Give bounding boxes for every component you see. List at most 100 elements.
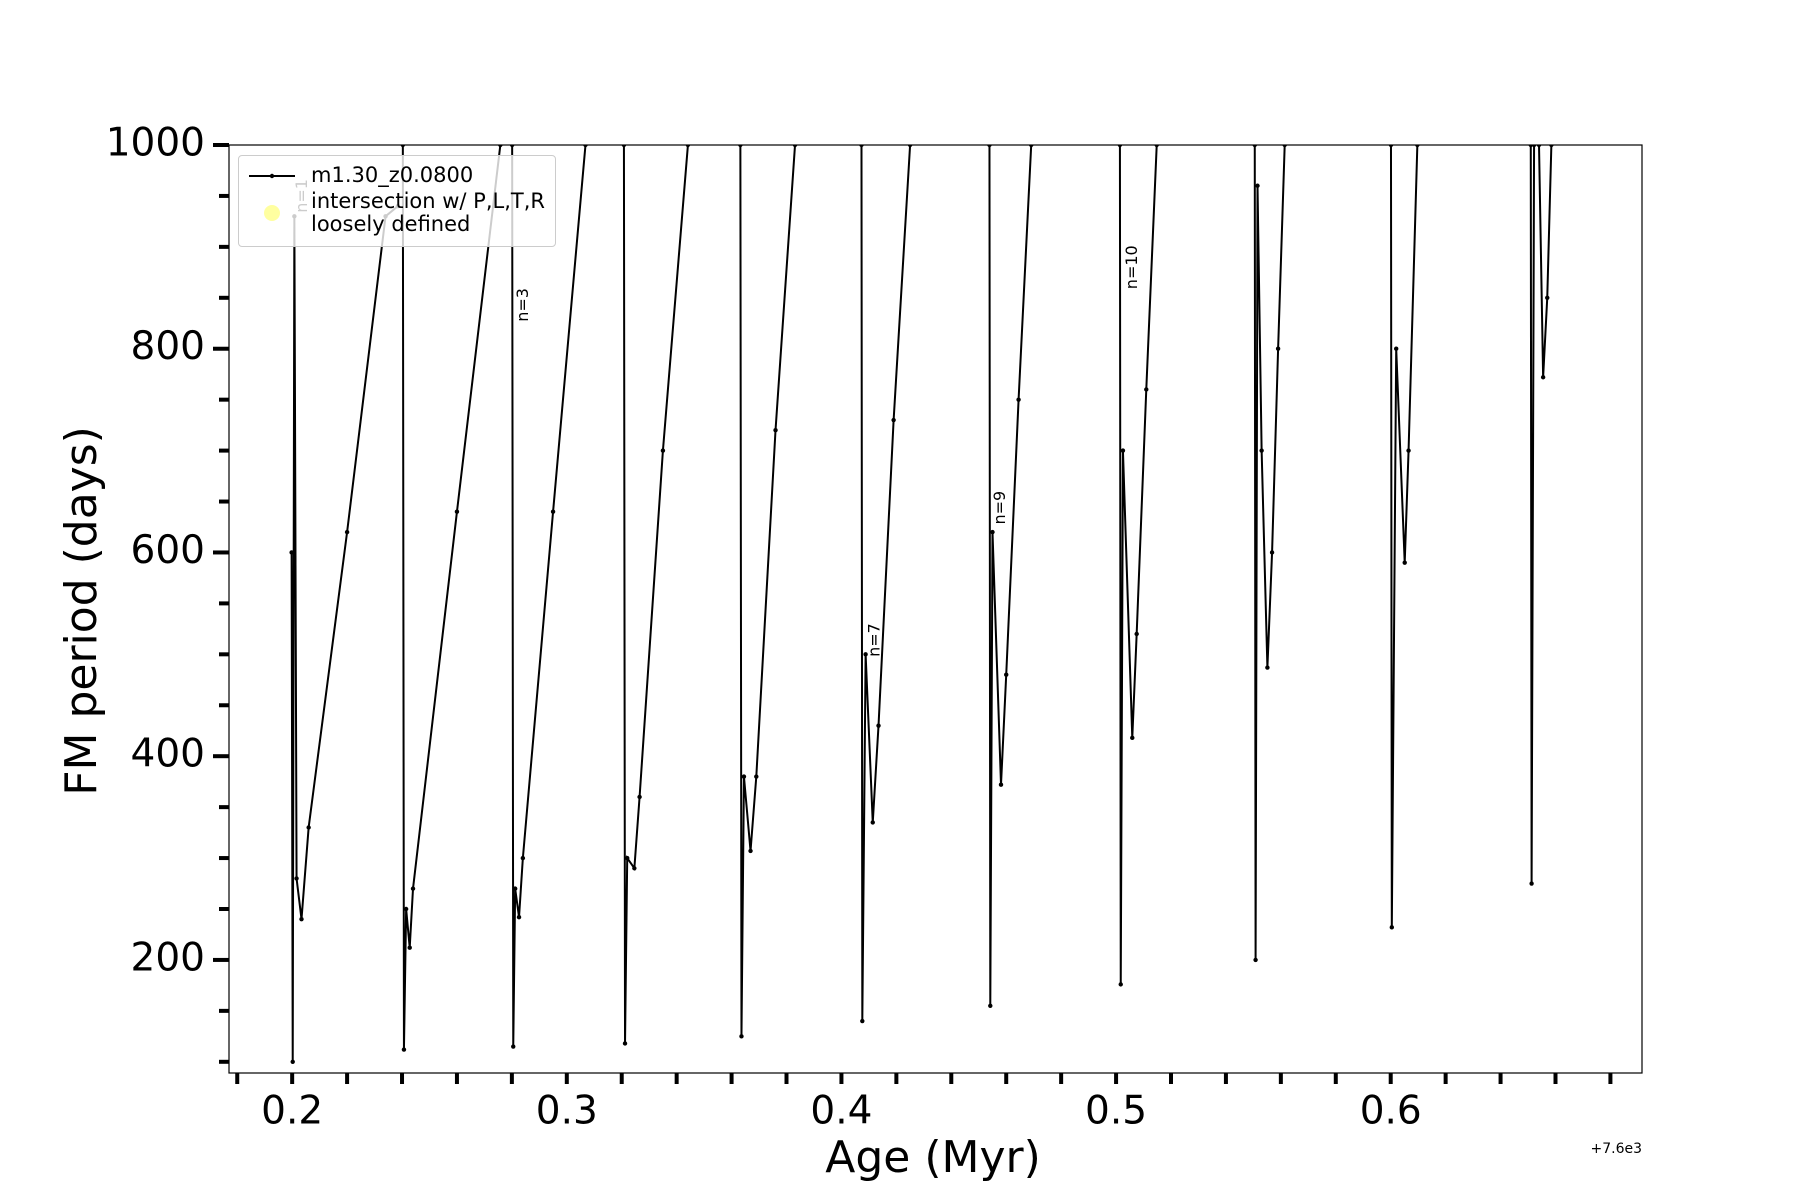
data-point xyxy=(1275,346,1281,351)
data-point xyxy=(1531,145,1537,148)
data-point xyxy=(512,886,518,891)
y-tick-label: 600 xyxy=(131,528,205,573)
legend-label: m1.30_z0.0800 xyxy=(311,163,474,188)
y-tick-label: 800 xyxy=(131,324,205,369)
data-point xyxy=(987,145,992,148)
y-tick-label: 1000 xyxy=(106,121,205,166)
data-point xyxy=(511,1044,516,1049)
data-point xyxy=(1536,145,1542,148)
data-point xyxy=(1255,183,1260,188)
data-point xyxy=(1118,982,1123,987)
data-point xyxy=(1252,145,1257,148)
data-point xyxy=(401,1047,407,1052)
data-point xyxy=(550,509,556,514)
data-point xyxy=(1259,448,1264,453)
legend-entry: m1.30_z0.0800 xyxy=(247,164,545,188)
x-tick-label: 0.6 xyxy=(1360,1089,1422,1134)
data-point xyxy=(1549,145,1554,148)
data-point xyxy=(1282,145,1287,148)
data-point xyxy=(403,906,409,912)
data-point xyxy=(773,428,778,433)
data-point xyxy=(1029,145,1034,148)
x-offset-label: +7.6e3 xyxy=(1590,1141,1642,1157)
legend: m1.30_z0.0800 intersection w/ P,L,T,R loo… xyxy=(238,155,556,248)
data-point xyxy=(1130,735,1135,741)
data-point xyxy=(344,529,350,535)
data-point xyxy=(637,794,642,800)
data-point xyxy=(907,145,913,148)
annotation: n=10 xyxy=(1122,245,1141,289)
data-point xyxy=(407,945,412,950)
data-line xyxy=(290,145,1553,1062)
data-point xyxy=(660,448,666,453)
data-point xyxy=(290,1059,295,1064)
data-point xyxy=(1253,957,1258,963)
data-point xyxy=(1529,881,1534,886)
plot-frame xyxy=(228,144,1643,1074)
data-point xyxy=(891,417,896,423)
data-point xyxy=(632,866,637,871)
data-point xyxy=(1016,397,1021,402)
data-point xyxy=(1144,387,1149,392)
data-point xyxy=(583,145,588,148)
data-point xyxy=(876,723,881,728)
data-point xyxy=(1134,631,1139,637)
x-tick-label: 0.3 xyxy=(536,1089,598,1134)
x-tick-label: 0.4 xyxy=(810,1089,872,1134)
data-point xyxy=(498,145,503,148)
data-point xyxy=(685,145,691,148)
data-point xyxy=(1120,448,1126,453)
x-axis-label: Age (Myr) xyxy=(825,1132,1041,1183)
series xyxy=(289,145,1554,1064)
y-tick-label: 200 xyxy=(131,935,205,980)
data-point xyxy=(1388,145,1394,148)
data-point xyxy=(622,1041,628,1046)
data-point xyxy=(1528,145,1533,148)
x-tick-label: 0.5 xyxy=(1085,1089,1147,1134)
data-point xyxy=(1545,295,1550,300)
data-point xyxy=(748,848,753,854)
data-point xyxy=(410,886,416,891)
data-point xyxy=(739,1034,744,1039)
data-point xyxy=(741,774,747,779)
data-point xyxy=(509,145,515,148)
legend-label: intersection w/ P,L,T,R loosely defined xyxy=(311,189,545,237)
data-point xyxy=(1117,145,1123,148)
data-point xyxy=(998,782,1004,787)
annotation: n=9 xyxy=(990,491,1009,525)
data-point xyxy=(520,855,526,861)
data-point xyxy=(792,145,798,148)
data-point xyxy=(294,876,299,881)
legend-dot xyxy=(269,173,275,179)
annotation: n=7 xyxy=(865,623,884,657)
data-point xyxy=(1402,560,1407,565)
legend-handle xyxy=(264,205,280,222)
data-point xyxy=(859,145,864,148)
data-point xyxy=(1269,550,1275,555)
data-point xyxy=(621,145,627,148)
data-point xyxy=(1540,375,1546,380)
data-point xyxy=(400,145,406,148)
data-point xyxy=(990,529,995,535)
data-point xyxy=(306,825,311,830)
data-point xyxy=(988,1003,993,1008)
annotation: n=3 xyxy=(513,288,532,322)
data-point xyxy=(1265,665,1270,670)
data-point xyxy=(738,145,743,148)
legend-entry: intersection w/ P,L,T,R loosely defined xyxy=(247,189,545,237)
data-point xyxy=(1389,925,1395,930)
data-point xyxy=(289,550,294,555)
data-point xyxy=(516,914,522,920)
data-point xyxy=(1406,448,1411,453)
data-point xyxy=(860,1018,865,1024)
data-point xyxy=(1415,145,1420,148)
data-point xyxy=(870,820,875,825)
data-point xyxy=(1154,145,1159,148)
data-point xyxy=(1004,672,1009,677)
y-tick-label: 400 xyxy=(131,732,205,777)
data-point xyxy=(863,652,868,657)
data-point xyxy=(454,509,460,514)
data-point xyxy=(1394,346,1399,351)
